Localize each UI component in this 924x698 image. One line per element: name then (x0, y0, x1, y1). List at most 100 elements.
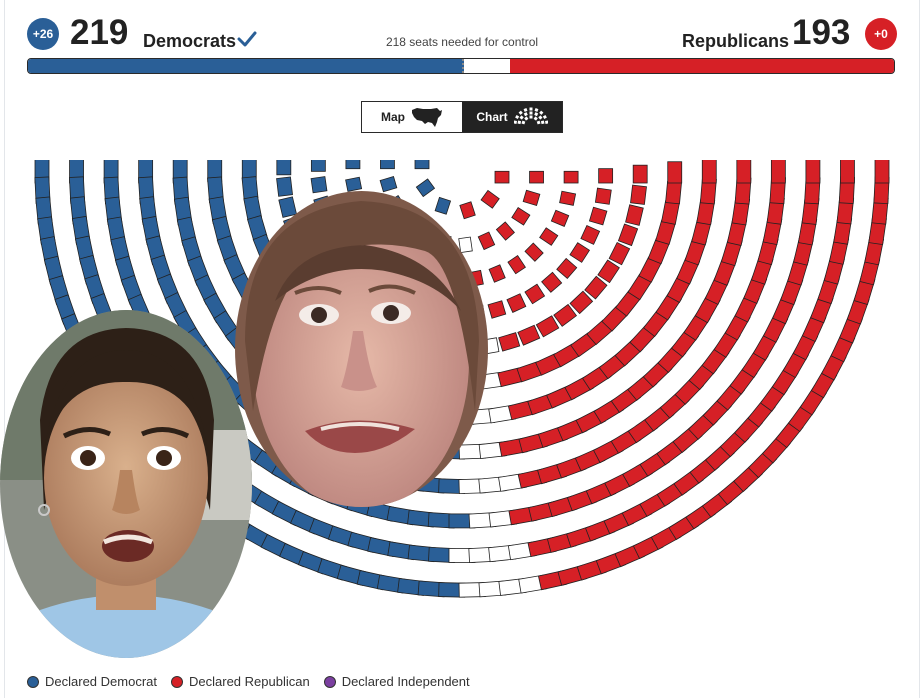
seat-rep (524, 283, 546, 305)
seat-rep (805, 160, 821, 184)
legend-item: Declared Democrat (27, 674, 157, 689)
legend-label: Declared Independent (341, 674, 470, 689)
legend-label: Declared Republican (189, 674, 310, 689)
hemicycle-icon-seat (523, 116, 529, 121)
seat-rep (736, 160, 752, 184)
frame-border-right (919, 0, 920, 698)
seat-bar-rep-segment (509, 59, 894, 73)
hemicycle-icon-seat (517, 120, 521, 125)
hemicycle-icon-seat (540, 120, 545, 125)
seat-rep (625, 204, 644, 226)
seat-rep (588, 206, 608, 226)
woman-face-illustration-center (235, 191, 488, 507)
seat-rep (517, 324, 541, 346)
woman-face-photo-center (235, 191, 488, 507)
seat-rep (770, 160, 786, 184)
hemicycle-icon-seat (513, 120, 517, 124)
seat-rep (487, 300, 507, 319)
legend-item: Declared Republican (171, 674, 310, 689)
dem-change-badge: +26 (27, 18, 59, 50)
seat-rep (541, 271, 563, 293)
hemicycle-icon-seat (534, 108, 539, 112)
seat-rep (563, 170, 579, 184)
seat-rep (632, 164, 648, 184)
seat-rep (522, 189, 541, 206)
legend-label: Declared Democrat (45, 674, 157, 689)
seat-rep (529, 170, 544, 184)
hemicycle-icon-seat (514, 114, 519, 120)
frame-border-left (4, 0, 5, 698)
majority-marker (461, 59, 464, 73)
seat-rep (667, 161, 683, 184)
seat-rep (569, 242, 591, 263)
us-map-icon (412, 108, 442, 127)
seat-dem (345, 160, 361, 170)
hemicycle-icon-seat (518, 110, 523, 115)
seat-undecided (458, 236, 473, 254)
seat-rep (539, 227, 559, 246)
hemicycle-icon-seat (523, 108, 528, 112)
hemicycle-icon-seat (538, 110, 544, 115)
hemicycle-icon-seat (529, 107, 533, 111)
seat-rep (495, 221, 515, 241)
seat-rep (553, 303, 578, 327)
rep-party-name: Republicans (682, 31, 790, 51)
seat-rep (494, 170, 510, 184)
hemicycle-icon-seat (529, 111, 533, 115)
legend-item: Declared Independent (323, 674, 470, 689)
seat-rep (459, 201, 476, 220)
seat-rep (524, 242, 544, 262)
legend-dot (171, 675, 183, 688)
hemicycle-icon-seat (537, 115, 543, 120)
seat-dem (276, 176, 293, 197)
chart-legend: Declared Democrat Declared Republican Decl… (27, 674, 484, 689)
seat-dem (310, 176, 328, 194)
seat-rep (580, 224, 601, 245)
control-threshold-note: 218 seats needed for control (385, 35, 539, 49)
hemicycle-icon-seat (542, 114, 547, 120)
seat-rep (550, 209, 570, 227)
seat-rep (488, 264, 506, 283)
seat-rep (594, 187, 612, 205)
seat-rep (598, 168, 614, 184)
seat-dem (276, 160, 292, 176)
seat-rep (874, 160, 890, 184)
chart-toggle-label: Chart (476, 110, 508, 124)
seat-rep (665, 180, 682, 205)
hemicycle-icon-seat (533, 112, 538, 117)
hemicycle-icon-seat (544, 120, 548, 124)
seat-dem (379, 176, 398, 193)
seat-rep (477, 231, 496, 251)
legend-dot (323, 675, 336, 688)
seat-rep (506, 293, 527, 313)
hemicycle-icon-seat (533, 116, 538, 121)
seat-dem (380, 160, 395, 170)
seat-rep (507, 255, 526, 275)
seat-dem (241, 160, 257, 179)
chart-toggle-button[interactable]: Chart (462, 102, 562, 132)
seat-rep (584, 275, 608, 300)
seat-bar-undecided-segment (463, 59, 510, 73)
seat-dem (345, 176, 363, 192)
seat-bar-dem-segment (28, 59, 464, 73)
seat-rep (597, 259, 620, 284)
seat-rep (617, 223, 639, 247)
seat-rep (511, 207, 531, 226)
seat-rep (498, 332, 521, 352)
map-toggle-button[interactable]: Map (362, 102, 462, 132)
seat-dem (414, 160, 430, 170)
map-toggle-label: Map (381, 110, 405, 124)
seat-dem (415, 178, 436, 198)
seat-rep (630, 184, 647, 205)
woman-face-photo-left (0, 310, 252, 658)
seat-progress-bar (27, 58, 895, 74)
rep-change-badge: +0 (865, 18, 897, 50)
seat-dem (310, 160, 326, 172)
legend-dot (27, 675, 39, 688)
seat-rep (608, 241, 631, 266)
seat-rep (556, 257, 578, 280)
woman-face-illustration-left (0, 310, 252, 658)
dem-party-name: Democrats (143, 31, 237, 51)
seat-rep (480, 189, 500, 209)
checkmark-icon (237, 31, 257, 47)
